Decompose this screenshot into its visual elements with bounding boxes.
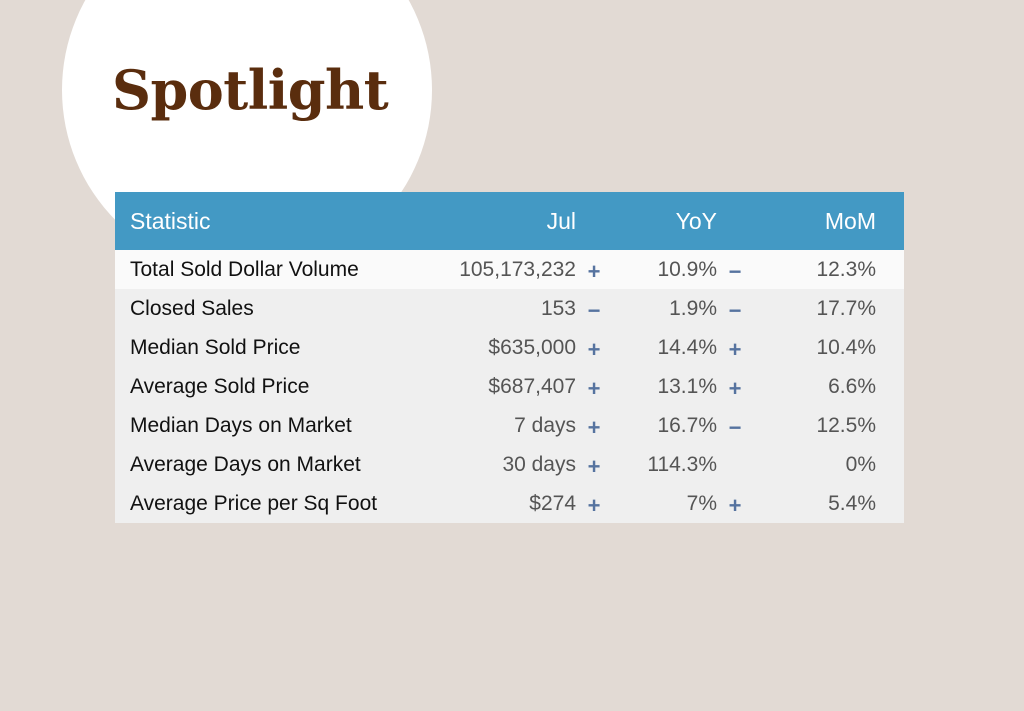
cell-mom: 10.4%	[816, 335, 876, 359]
header-mom: MoM	[753, 192, 904, 250]
cell-jul: 105,173,232	[459, 257, 576, 281]
cell-mom: 12.5%	[816, 413, 876, 437]
table-row: Total Sold Dollar Volume 105,173,232 + 1…	[115, 250, 904, 289]
header-yoy-indicator-spacer	[576, 192, 612, 250]
cell-jul: $274	[529, 491, 576, 515]
yoy-change-indicator: +	[587, 375, 601, 401]
yoy-change-indicator: +	[587, 492, 601, 518]
cell-jul: 153	[540, 296, 576, 320]
cell-yoy: 7%	[686, 491, 717, 515]
cell-jul: 30 days	[502, 452, 576, 476]
cell-statistic: Median Sold Price	[130, 335, 301, 359]
cell-statistic: Median Days on Market	[130, 413, 352, 437]
cell-jul: $687,407	[488, 374, 576, 398]
header-statistic: Statistic	[115, 192, 434, 250]
cell-jul: 7 days	[514, 413, 576, 437]
mom-change-indicator: +	[728, 336, 742, 362]
header-jul: Jul	[434, 192, 576, 250]
statistics-table: Statistic Jul YoY MoM Total Sold Dollar …	[115, 192, 904, 523]
cell-yoy: 1.9%	[669, 296, 717, 320]
yoy-change-indicator: +	[587, 453, 601, 479]
table-row: Average Sold Price $687,407 + 13.1% + 6.…	[115, 367, 904, 406]
mom-change-indicator: +	[728, 492, 742, 518]
page-title: Spotlight	[112, 58, 389, 122]
table-row: Median Sold Price $635,000 + 14.4% + 10.…	[115, 328, 904, 367]
table-header-row: Statistic Jul YoY MoM	[115, 192, 904, 250]
cell-statistic: Average Sold Price	[130, 374, 310, 398]
cell-yoy: 114.3%	[647, 452, 717, 476]
mom-change-indicator: −	[728, 414, 742, 440]
cell-mom: 0%	[845, 452, 876, 476]
cell-mom: 5.4%	[828, 491, 876, 515]
cell-yoy: 10.9%	[657, 257, 717, 281]
cell-statistic: Closed Sales	[130, 296, 254, 320]
table-row: Average Price per Sq Foot $274 + 7% + 5.…	[115, 484, 904, 523]
yoy-change-indicator: +	[587, 336, 601, 362]
mom-change-indicator: −	[728, 297, 742, 323]
yoy-change-indicator: +	[587, 414, 601, 440]
cell-yoy: 13.1%	[657, 374, 717, 398]
table-row: Median Days on Market 7 days + 16.7% − 1…	[115, 406, 904, 445]
cell-mom: 17.7%	[816, 296, 876, 320]
cell-yoy: 16.7%	[657, 413, 717, 437]
header-yoy: YoY	[612, 192, 717, 250]
table-row: Closed Sales 153 − 1.9% − 17.7%	[115, 289, 904, 328]
header-mom-indicator-spacer	[717, 192, 753, 250]
cell-statistic: Average Days on Market	[130, 452, 361, 476]
cell-statistic: Total Sold Dollar Volume	[130, 257, 359, 281]
cell-mom: 6.6%	[828, 374, 876, 398]
cell-jul: $635,000	[488, 335, 576, 359]
mom-change-indicator: −	[728, 258, 742, 284]
table-row: Average Days on Market 30 days + 114.3% …	[115, 445, 904, 484]
cell-mom: 12.3%	[816, 257, 876, 281]
yoy-change-indicator: +	[587, 258, 601, 284]
mom-change-indicator: +	[728, 375, 742, 401]
cell-statistic: Average Price per Sq Foot	[130, 491, 378, 515]
cell-yoy: 14.4%	[657, 335, 717, 359]
yoy-change-indicator: −	[587, 297, 601, 323]
